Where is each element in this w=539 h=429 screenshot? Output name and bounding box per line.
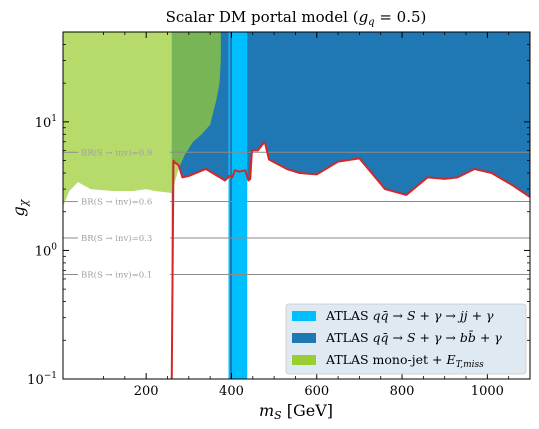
y-tick-label: 10−1 bbox=[27, 371, 57, 388]
br-label: BR(S → inv)=0.1 bbox=[81, 269, 152, 280]
x-tick-label: 400 bbox=[219, 384, 244, 399]
region-bb-exclusion bbox=[171, 32, 530, 379]
chart-title: Scalar DM portal model (gq = 0.5) bbox=[166, 8, 427, 28]
y-tick-label: 101 bbox=[35, 114, 57, 131]
region-jj-band bbox=[228, 32, 248, 379]
y-tick-label: 100 bbox=[35, 242, 58, 259]
legend-box bbox=[285, 303, 527, 375]
x-axis: 200 400 600 800 1000 bbox=[103, 32, 531, 399]
excluded-regions bbox=[63, 32, 530, 379]
limit-curve bbox=[170, 140, 530, 379]
legend-label-jj: ATLAS qq̄ → S + γ → jj + γ bbox=[325, 308, 494, 323]
legend-swatch-monojet bbox=[292, 355, 316, 365]
br-reference-lines: BR(S → inv)=0.9 BR(S → inv)=0.6 BR(S → inv… bbox=[63, 147, 530, 280]
br-label: BR(S → inv)=0.3 bbox=[81, 233, 152, 244]
x-tick-label: 200 bbox=[134, 384, 159, 399]
y-axis: 10−1 100 101 bbox=[27, 31, 530, 388]
plot-frame bbox=[62, 31, 531, 380]
legend-label-monojet: ATLAS mono-jet + ET,miss bbox=[325, 352, 484, 370]
legend-swatch-bb bbox=[292, 333, 316, 343]
legend-swatch-jj bbox=[292, 311, 316, 321]
br-label: BR(S → inv)=0.6 bbox=[81, 197, 152, 208]
y-axis-label: gχ bbox=[9, 198, 30, 216]
x-tick-label: 800 bbox=[390, 384, 415, 399]
x-tick-label: 1000 bbox=[471, 384, 504, 399]
x-axis-label: mS [GeV] bbox=[259, 401, 333, 422]
legend-label-bb: ATLAS qq̄ → S + γ → bb̄ + γ bbox=[325, 329, 502, 345]
legend: ATLAS qq̄ → S + γ → jj + γ ATLAS qq̄ → S… bbox=[285, 303, 527, 375]
region-monojet-exclusion bbox=[63, 32, 221, 207]
limit-curve-layer bbox=[170, 140, 530, 379]
x-tick-label: 600 bbox=[304, 384, 329, 399]
br-label: BR(S → inv)=0.9 bbox=[81, 147, 152, 158]
